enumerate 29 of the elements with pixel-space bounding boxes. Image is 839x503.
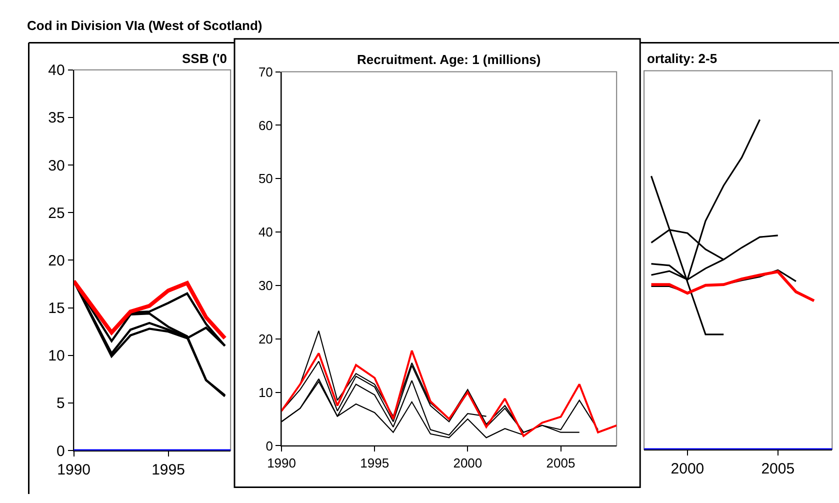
- y-tick-label: 30: [48, 157, 65, 174]
- y-tick-label: 70: [258, 64, 273, 80]
- y-tick-label: 20: [258, 331, 273, 346]
- x-tick-label: 1995: [152, 462, 185, 479]
- y-tick-label: 0: [56, 442, 65, 460]
- x-tick-label: 2005: [761, 460, 795, 478]
- text: Cod in Division VIa (West of Scotland): [27, 18, 262, 33]
- chart-title: Recruitment. Age: 1 (millions): [357, 52, 541, 67]
- y-tick-label: 15: [48, 300, 65, 318]
- x-tick-label: 1990: [267, 455, 296, 470]
- y-tick-label: 5: [56, 395, 65, 412]
- y-tick-label: 20: [48, 252, 65, 270]
- chart-title: ortality: 2-5: [647, 51, 718, 66]
- y-tick-label: 40: [48, 62, 65, 80]
- y-tick-label: 0: [266, 438, 273, 454]
- x-tick-label: 2005: [546, 455, 576, 470]
- x-tick-label: 2000: [453, 455, 482, 470]
- y-tick-label: 10: [48, 348, 65, 365]
- y-tick-label: 60: [258, 118, 273, 133]
- x-tick-label: 1990: [57, 462, 91, 479]
- y-tick-label: 10: [258, 384, 273, 400]
- y-tick-label: 25: [48, 204, 65, 222]
- x-tick-label: 1995: [360, 455, 390, 470]
- chart-title: SSB ('0: [182, 51, 227, 66]
- y-tick-label: 40: [258, 224, 273, 240]
- y-tick-label: 30: [258, 278, 273, 293]
- x-tick-label: 2000: [670, 460, 704, 478]
- y-tick-label: 50: [258, 171, 273, 186]
- y-tick-label: 35: [48, 110, 65, 127]
